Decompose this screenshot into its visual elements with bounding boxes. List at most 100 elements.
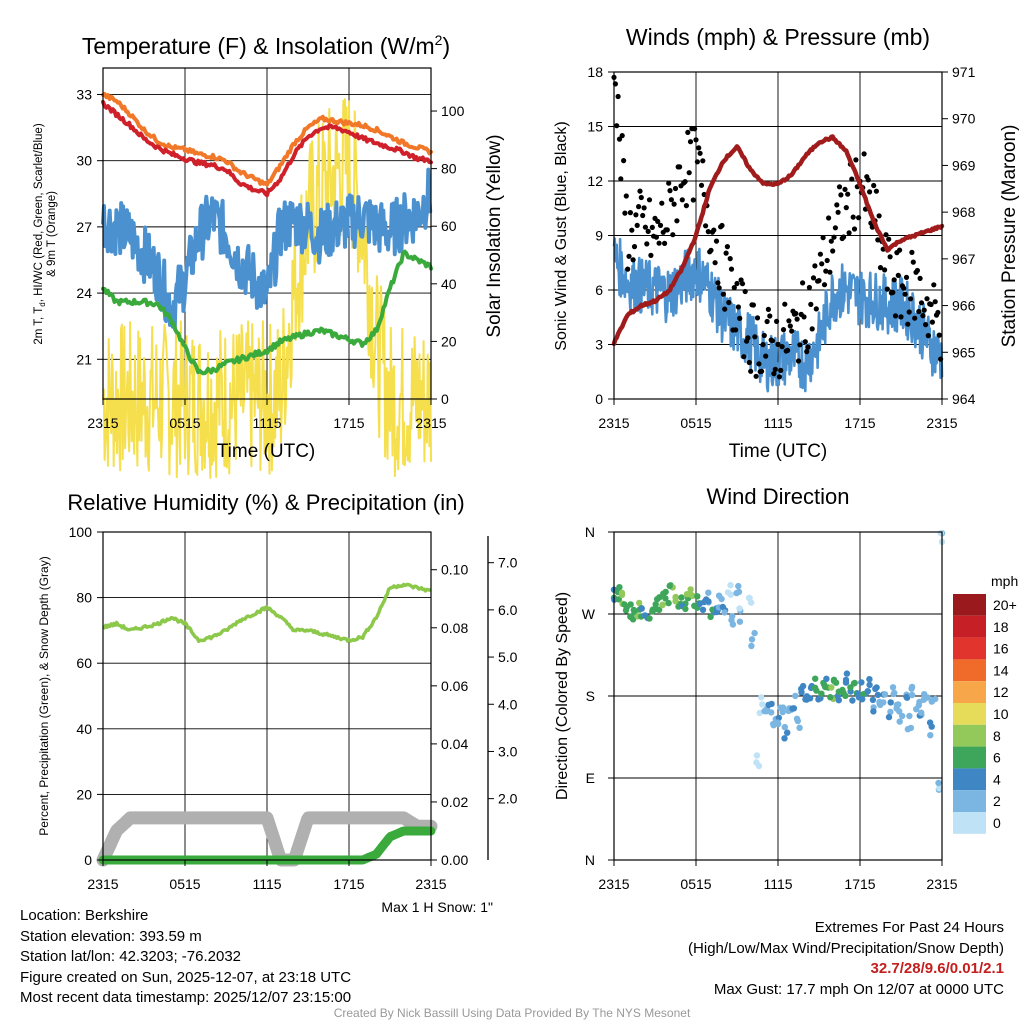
gust-point	[769, 338, 776, 344]
direction-point	[874, 691, 882, 699]
gust-point	[906, 309, 912, 315]
gust-point	[804, 349, 810, 355]
gust-point	[619, 133, 625, 139]
gust-point	[873, 188, 880, 194]
y2-tick-label: 970	[952, 111, 976, 127]
direction-point	[920, 696, 927, 703]
gust-point	[908, 296, 914, 302]
direction-point	[615, 596, 622, 603]
direction-point	[851, 679, 858, 687]
y-tick-label: W	[582, 606, 596, 622]
direction-point	[627, 601, 634, 608]
gust-point	[698, 182, 705, 188]
legend-label: 14	[993, 662, 1009, 678]
gust-point	[753, 373, 759, 379]
gust-point	[827, 269, 833, 275]
gust-point	[626, 253, 632, 259]
station-location: Location: Berkshire	[20, 907, 149, 924]
gust-point	[734, 280, 740, 287]
gust-point	[884, 286, 890, 292]
y2-tick-label: 968	[952, 204, 976, 220]
gust-point	[719, 222, 725, 229]
gust-point	[861, 151, 867, 157]
gust-point	[821, 282, 828, 288]
gust-point	[865, 177, 871, 183]
direction-point	[899, 712, 906, 720]
y-tick-label: 40	[76, 721, 92, 737]
gust-point	[763, 353, 769, 359]
gust-point	[690, 197, 696, 203]
gust-point	[828, 238, 834, 244]
series-line	[101, 167, 433, 329]
extremes-subheading: (High/Low/Max Wind/Precipitation/Snow De…	[688, 939, 1004, 957]
y-tick-label: E	[586, 770, 595, 786]
gust-point	[764, 318, 770, 325]
gust-point	[735, 304, 742, 310]
winds-series	[611, 74, 945, 393]
direction-point	[618, 589, 626, 596]
direction-point	[719, 603, 726, 611]
direction-point	[896, 708, 903, 715]
direction-point	[753, 752, 761, 759]
gust-point	[724, 244, 731, 250]
direction-point	[748, 642, 755, 650]
gust-point	[667, 188, 673, 194]
gust-point	[750, 302, 757, 308]
extremes-values: 32.7/28/9.6/0.01/2.1	[870, 960, 1004, 977]
gust-point	[615, 93, 621, 100]
direction-point	[847, 684, 854, 691]
series-line	[101, 99, 433, 198]
y3-tick-label: 3.0	[498, 743, 518, 759]
gust-point	[668, 197, 675, 203]
extremes-box: Extremes For Past 24 Hours (High/Low/Max…	[688, 918, 1004, 1000]
direction-point	[842, 692, 849, 699]
gust-point	[653, 234, 660, 240]
gust-point	[779, 344, 785, 350]
winds-grid	[614, 72, 942, 399]
gust-point	[670, 232, 676, 238]
gust-point	[731, 285, 737, 291]
direction-point	[869, 696, 877, 704]
gust-point	[622, 210, 628, 216]
direction-point	[872, 685, 879, 692]
gust-point	[787, 323, 793, 329]
y2-tick-label: 20	[441, 333, 457, 349]
direction-point	[721, 609, 728, 616]
y2-tick-label: 0.10	[441, 562, 468, 578]
gust-point	[785, 347, 791, 353]
gust-point	[846, 230, 852, 236]
direction-point	[896, 718, 903, 725]
y2-tick-label: 0.06	[441, 678, 468, 694]
direction-point	[616, 584, 623, 591]
gust-point	[655, 218, 661, 224]
y2-tick-label: 965	[952, 344, 976, 360]
direction-point	[926, 719, 934, 726]
gust-point	[728, 266, 735, 272]
gust-point	[674, 218, 680, 224]
winds-title: Winds (mph) & Pressure (mb)	[626, 24, 930, 50]
direction-point	[823, 675, 830, 682]
direction-point	[756, 709, 763, 717]
direction-point	[921, 691, 928, 698]
gust-point	[737, 315, 743, 321]
gust-point	[703, 223, 709, 229]
gust-point	[842, 186, 848, 192]
gust-point	[897, 247, 903, 253]
gust-point	[644, 241, 650, 247]
insolation-ylabel: Solar Insolation (Yellow)	[484, 134, 505, 337]
direction-point	[885, 713, 893, 721]
direction-point	[768, 700, 775, 708]
gust-point	[835, 209, 841, 215]
direction-point	[866, 676, 873, 683]
gust-point	[923, 322, 929, 328]
gust-point	[918, 300, 925, 306]
gust-point	[752, 334, 758, 340]
legend-swatch	[953, 768, 986, 791]
gust-point	[793, 310, 799, 317]
gust-point	[832, 225, 839, 231]
gust-point	[830, 248, 836, 254]
direction-point	[736, 605, 743, 612]
gust-point	[775, 341, 781, 347]
y2-tick-label: 80	[441, 161, 457, 177]
y-tick-label: 18	[587, 64, 603, 80]
